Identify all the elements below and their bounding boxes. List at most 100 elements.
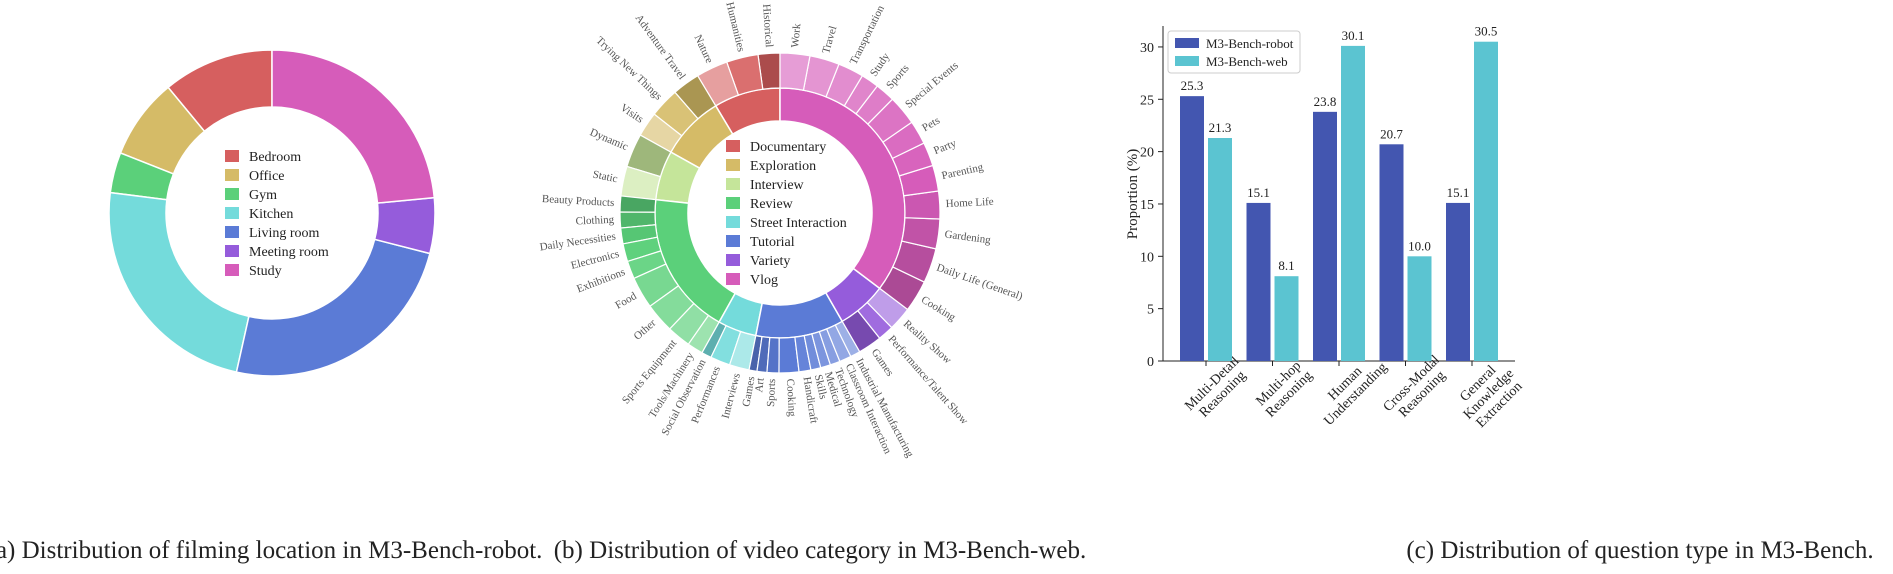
value-label: 30.1 <box>1342 28 1365 43</box>
legend-swatch <box>225 207 239 219</box>
outer-label: Party <box>932 137 958 157</box>
legend-label: Vlog <box>750 273 778 288</box>
legend-label: Gym <box>249 188 277 203</box>
legend-label: Kitchen <box>249 207 293 222</box>
outer-label: Skills <box>812 373 829 400</box>
outer-label: Cooking <box>784 378 798 417</box>
legend-label: Meeting room <box>249 245 329 260</box>
y-tick-label: 10 <box>1140 250 1154 265</box>
legend-box <box>1167 30 1301 74</box>
value-label: 15.1 <box>1247 185 1270 200</box>
outer-label: Sports <box>884 62 912 91</box>
legend-swatch <box>726 197 740 209</box>
value-label: 20.7 <box>1380 126 1403 141</box>
bar <box>1274 276 1299 361</box>
bar <box>1407 256 1432 361</box>
outer-label: Interviews <box>720 372 743 420</box>
y-tick-label: 30 <box>1140 41 1154 56</box>
legend-label: Study <box>249 264 282 279</box>
outer-label: Sports <box>765 379 778 408</box>
y-tick-label: 15 <box>1140 198 1154 213</box>
bar <box>1208 138 1232 361</box>
legend-swatch <box>225 169 239 181</box>
slice <box>108 191 250 373</box>
outer-label: Exhibitions <box>575 266 627 295</box>
legend-swatch <box>1175 38 1199 48</box>
caption: (b) Distribution of video category in M3… <box>554 537 1087 564</box>
x-tick-label: Cross-ModalReasoning <box>1381 353 1454 426</box>
legend-swatch <box>726 273 740 285</box>
legend-label: Living room <box>249 226 319 241</box>
outer-label: Work <box>789 23 803 49</box>
outer-label: Food <box>613 290 639 312</box>
legend-swatch <box>726 216 740 228</box>
legend-swatch <box>225 264 239 276</box>
outer-label: Clothing <box>575 214 614 228</box>
legend-label: M3-Bench-robot <box>1206 36 1294 51</box>
legend-label: Interview <box>750 178 805 193</box>
legend-swatch <box>726 254 740 266</box>
bar <box>1313 111 1337 361</box>
legend-swatch <box>726 140 740 152</box>
caption: (a) Distribution of filming location in … <box>0 537 542 564</box>
outer-label: Pets <box>920 115 942 135</box>
outer-label: Cooking <box>919 294 958 324</box>
y-tick-label: 25 <box>1140 93 1154 108</box>
value-label: 30.5 <box>1475 24 1498 39</box>
y-axis-label: Proportion (%) <box>1125 149 1141 239</box>
value-label: 23.8 <box>1314 94 1337 109</box>
legend-swatch <box>225 226 239 238</box>
legend-label: Review <box>750 197 794 212</box>
bar <box>1246 202 1271 361</box>
outer-label: Art <box>753 377 767 393</box>
outer-label: Games <box>740 376 757 408</box>
bar <box>1180 96 1204 361</box>
legend-swatch <box>726 235 740 247</box>
outer-label: Home Life <box>945 196 994 210</box>
outer-label: Visits <box>618 102 645 126</box>
legend-label: Tutorial <box>750 235 795 250</box>
y-tick-label: 0 <box>1147 355 1154 370</box>
legend-swatch <box>225 150 239 162</box>
bar <box>1341 45 1365 361</box>
value-label: 8.1 <box>1278 258 1294 273</box>
outer-label: Electronics <box>570 248 621 272</box>
outer-label: Dynamic <box>588 126 630 153</box>
bar <box>1379 144 1404 361</box>
legend-label: Documentary <box>750 140 826 155</box>
legend-label: Street Interaction <box>750 216 847 231</box>
legend-label: M3-Bench-web <box>1206 54 1288 69</box>
legend-swatch <box>726 178 740 190</box>
outer-label: Other <box>632 317 659 343</box>
legend-label: Exploration <box>750 159 816 174</box>
outer-label: Humanities <box>723 1 747 53</box>
legend-swatch <box>225 245 239 257</box>
outer-label: Historical <box>760 4 775 48</box>
value-label: 21.3 <box>1209 120 1232 135</box>
legend-label: Variety <box>750 254 790 269</box>
legend-label: Office <box>249 169 285 184</box>
outer-label: Parenting <box>941 161 985 182</box>
x-tick-label: Multi-DetailReasoning <box>1182 354 1253 425</box>
slice <box>271 49 436 204</box>
outer-label: Daily Necessities <box>539 231 617 254</box>
outer-slice <box>766 336 780 374</box>
value-label: 25.3 <box>1181 78 1204 93</box>
bar <box>1446 202 1470 361</box>
outer-label: Beauty Products <box>542 193 615 209</box>
legend-swatch <box>225 188 239 200</box>
value-label: 10.0 <box>1408 238 1431 253</box>
legend-swatch <box>1175 56 1199 66</box>
y-tick-label: 20 <box>1140 146 1154 161</box>
caption: (c) Distribution of question type in M3-… <box>1406 537 1873 564</box>
outer-label: Travel <box>820 25 839 56</box>
y-tick-label: 5 <box>1147 303 1154 318</box>
outer-label: Special Events <box>903 60 961 111</box>
x-tick-label: Multi-hopReasoning <box>1253 358 1316 421</box>
legend-swatch <box>726 159 740 171</box>
outer-label: Daily Life (General) <box>935 262 1025 303</box>
legend-label: Bedroom <box>249 150 301 165</box>
outer-label: Gardening <box>944 228 992 246</box>
value-label: 15.1 <box>1447 185 1470 200</box>
